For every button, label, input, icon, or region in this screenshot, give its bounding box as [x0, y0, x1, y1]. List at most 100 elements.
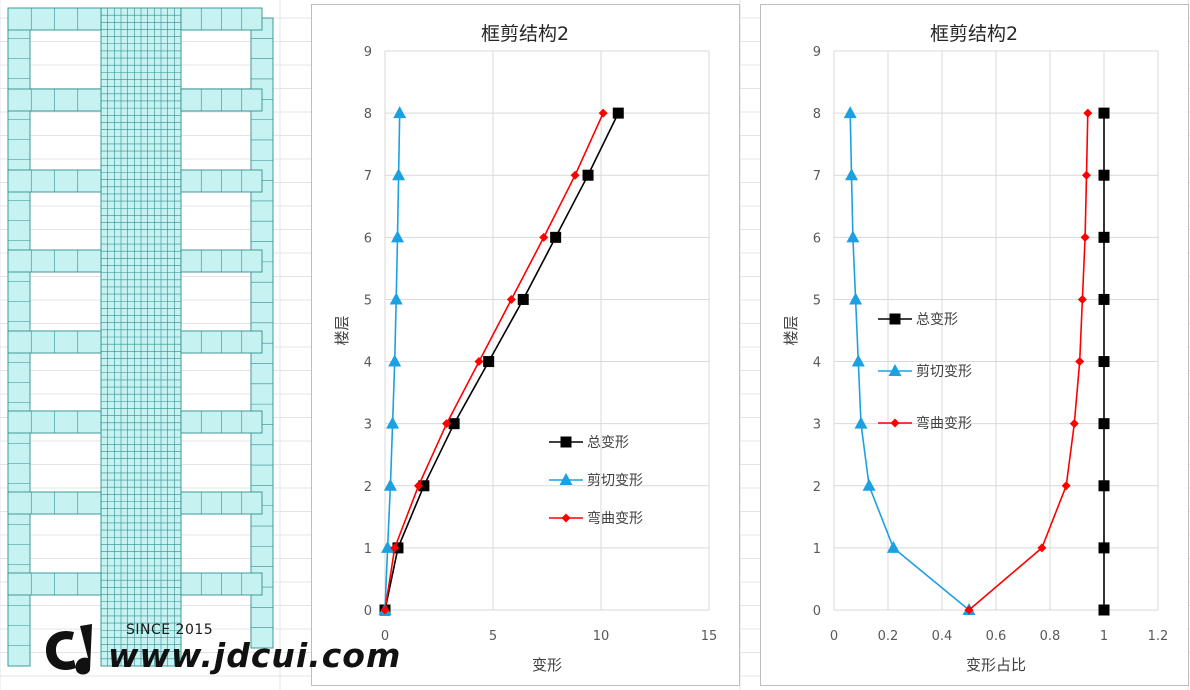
- data-point: [390, 543, 400, 553]
- data-point: [582, 169, 594, 181]
- y-tick-label: 5: [813, 293, 821, 308]
- legend-marker: [561, 513, 571, 523]
- x-axis-label: 变形占比: [966, 656, 1026, 674]
- data-point: [849, 292, 863, 305]
- chart-title: 框剪结构2: [481, 23, 569, 45]
- data-point: [1080, 232, 1090, 242]
- data-point: [1061, 481, 1071, 491]
- logo-mark-icon: [46, 624, 92, 675]
- data-point: [413, 481, 423, 491]
- data-point: [381, 540, 395, 553]
- x-tick-label: 0.2: [878, 629, 899, 644]
- data-point: [506, 294, 516, 304]
- data-point: [1069, 419, 1079, 429]
- data-point: [1098, 542, 1110, 554]
- data-point: [845, 168, 859, 181]
- legend-label: 弯曲变形: [916, 415, 972, 432]
- y-tick-label: 8: [813, 107, 821, 122]
- x-axis-label: 变形: [532, 656, 562, 674]
- y-tick-label: 3: [813, 418, 821, 433]
- legend-marker: [890, 418, 900, 428]
- data-point: [517, 293, 529, 305]
- data-point: [1098, 231, 1110, 243]
- chart-total-deformation[interactable]: 0 1 2 3 4 5 6 7 8 9 0 5 10 15 框剪结构2 变形 楼层 总变形 剪切变形 弯曲变形: [311, 4, 740, 686]
- data-point: [393, 106, 407, 119]
- y-tick-label: 4: [364, 356, 372, 371]
- data-point: [474, 357, 484, 367]
- data-point: [612, 107, 624, 119]
- x-tick-label: 10: [593, 629, 610, 644]
- data-point: [854, 416, 868, 429]
- y-tick-label: 8: [364, 107, 372, 122]
- x-tick-label: 0.4: [932, 629, 953, 644]
- y-tick-label: 1: [813, 542, 821, 557]
- data-point: [380, 605, 390, 615]
- data-point: [389, 292, 403, 305]
- legend-label: 弯曲变形: [587, 510, 643, 527]
- y-tick-label: 5: [364, 293, 372, 308]
- y-tick-label: 9: [364, 45, 372, 60]
- data-point: [846, 230, 860, 243]
- data-point: [392, 168, 406, 181]
- x-tick-label: 15: [701, 629, 718, 644]
- data-point: [1083, 108, 1093, 118]
- y-tick-label: 0: [813, 604, 821, 619]
- y-axis-label: 楼层: [333, 315, 351, 345]
- data-point: [418, 480, 430, 492]
- legend-label: 剪切变形: [587, 473, 643, 489]
- data-point: [448, 418, 460, 430]
- data-point: [570, 170, 580, 180]
- x-tick-label: 0: [381, 629, 389, 644]
- data-point: [862, 478, 876, 491]
- data-point: [851, 354, 865, 367]
- data-point: [483, 356, 495, 368]
- chart-2-svg: 0 1 2 3 4 5 6 7 8 9 0 0.2 0.4 0.6 0.8 1 1.2 框剪结构2 变形占比 楼层 总变…: [782, 23, 1169, 674]
- data-point: [1098, 356, 1110, 368]
- chart-deformation-ratio[interactable]: 0 1 2 3 4 5 6 7 8 9 0 0.2 0.4 0.6 0.8 1 1.2 框剪结构2 变形占比 楼层 总变…: [760, 4, 1189, 686]
- data-point: [1098, 418, 1110, 430]
- data-point: [843, 106, 857, 119]
- data-point: [1081, 170, 1091, 180]
- x-tick-label: 0.6: [986, 629, 1007, 644]
- legend-marker: [560, 436, 572, 448]
- x-tick-label: 0.8: [1040, 629, 1061, 644]
- y-tick-label: 6: [364, 231, 372, 246]
- logo-url-text: www.jdcui.com: [108, 636, 402, 675]
- data-point: [1075, 357, 1085, 367]
- y-tick-label: 9: [813, 45, 821, 60]
- data-point: [388, 354, 402, 367]
- frame-shear-wall-mesh: [7, 7, 274, 667]
- data-point: [386, 416, 400, 429]
- x-tick-label: 1.2: [1148, 629, 1169, 644]
- y-tick-label: 1: [364, 542, 372, 557]
- y-tick-label: 2: [364, 480, 372, 495]
- data-point: [1098, 107, 1110, 119]
- y-tick-label: 3: [364, 418, 372, 433]
- y-axis-label: 楼层: [782, 315, 800, 345]
- data-point: [383, 478, 397, 491]
- x-tick-label: 5: [489, 629, 497, 644]
- y-tick-label: 4: [813, 356, 821, 371]
- data-point: [1098, 169, 1110, 181]
- y-tick-label: 7: [364, 169, 372, 184]
- legend-label: 总变形: [587, 435, 629, 451]
- logo-since-text: SINCE 2015: [126, 622, 214, 638]
- data-point: [886, 540, 900, 553]
- legend-label: 剪切变形: [916, 364, 972, 380]
- legend-marker: [559, 473, 573, 485]
- data-point: [1098, 293, 1110, 305]
- x-tick-label: 0: [830, 629, 838, 644]
- y-tick-label: 2: [813, 480, 821, 495]
- chart-title: 框剪结构2: [930, 23, 1018, 45]
- data-point: [1098, 480, 1110, 492]
- data-point: [442, 419, 452, 429]
- data-point: [550, 231, 562, 243]
- data-point: [598, 108, 608, 118]
- y-tick-label: 7: [813, 169, 821, 184]
- legend-marker: [888, 364, 902, 376]
- site-logo: SINCE 2015 www.jdcui.com: [40, 618, 400, 682]
- legend-marker: [889, 313, 901, 325]
- data-point: [964, 605, 974, 615]
- data-point: [539, 232, 549, 242]
